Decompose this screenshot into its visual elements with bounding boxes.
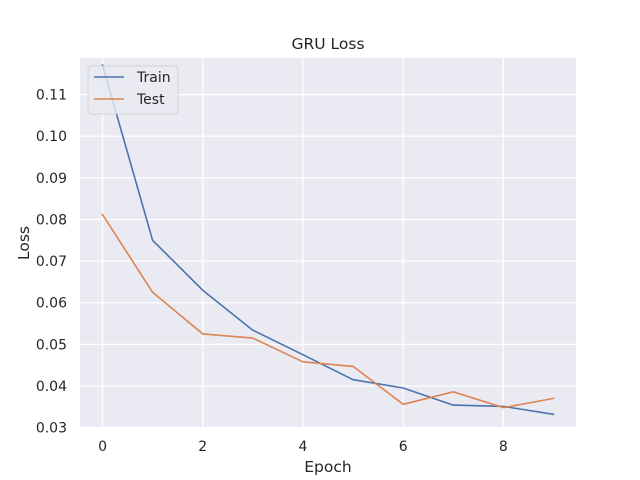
y-tick-labels: 0.03 0.04 0.05 0.06 0.07 0.08 0.09 0.10 0.11 [36,88,67,437]
y-tick-label: 0.10 [36,129,67,145]
y-tick-label: 0.07 [36,254,67,270]
x-tick-label: 8 [499,439,508,455]
x-axis-label: Epoch [304,458,351,476]
x-tick-label: 0 [98,439,107,455]
legend-box [87,65,179,115]
x-tick-label: 2 [198,439,207,455]
legend-label-train: Train [136,70,171,86]
y-tick-label: 0.06 [36,296,67,312]
x-tick-label: 6 [399,439,408,455]
y-tick-label: 0.09 [36,171,67,187]
series-line-test [101,213,555,409]
legend-label-test: Test [136,92,165,108]
series-lines [101,64,555,416]
x-gridlines [101,58,505,428]
legend: Train Test [87,65,179,115]
y-tick-label: 0.11 [36,88,67,104]
x-tick-label: 4 [298,439,307,455]
y-tick-label: 0.08 [36,212,67,228]
chart-title: GRU Loss [291,35,364,53]
series-line-train [101,64,555,416]
x-tick-labels: 0 2 4 6 8 [98,439,508,455]
y-tick-label: 0.04 [36,379,67,395]
y-tick-label: 0.05 [36,337,67,353]
y-tick-label: 0.03 [36,421,67,437]
y-axis-label: Loss [15,226,33,260]
